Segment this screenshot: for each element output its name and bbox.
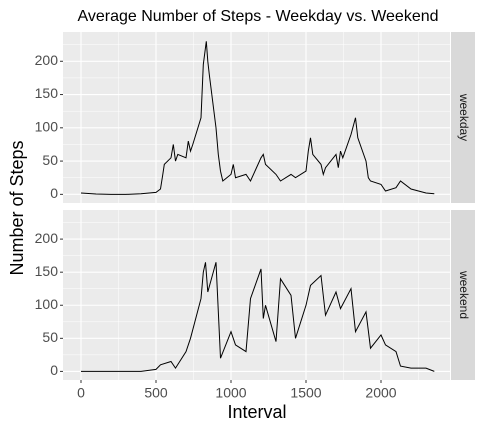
strip [451, 210, 475, 380]
y-tick-label: 100 [35, 119, 59, 135]
y-tick-label: 50 [42, 152, 58, 168]
y-tick-label: 200 [35, 230, 59, 246]
panel [63, 32, 450, 203]
y-tick-label: 50 [42, 329, 58, 345]
x-axis-label: Interval [227, 402, 286, 422]
y-tick-label: 200 [35, 52, 59, 68]
line [80, 41, 435, 195]
strip [451, 32, 475, 203]
y-tick-label: 150 [35, 263, 59, 279]
panel [63, 210, 450, 380]
y-tick-label: 0 [50, 362, 58, 378]
x-tick-label: 2000 [365, 385, 396, 401]
strip-label: weekday [457, 93, 471, 141]
chart-title: Average Number of Steps - Weekday vs. We… [77, 8, 438, 25]
y-axis-label: Number of Steps [7, 140, 27, 275]
strip-label: weekend [457, 270, 471, 319]
x-tick-label: 500 [144, 385, 168, 401]
y-tick-label: 100 [35, 296, 59, 312]
y-tick-label: 0 [50, 185, 58, 201]
x-tick-label: 1500 [290, 385, 321, 401]
x-tick-label: 0 [77, 385, 85, 401]
x-tick-label: 1000 [215, 385, 246, 401]
line [81, 262, 435, 372]
y-tick-label: 150 [35, 85, 59, 101]
